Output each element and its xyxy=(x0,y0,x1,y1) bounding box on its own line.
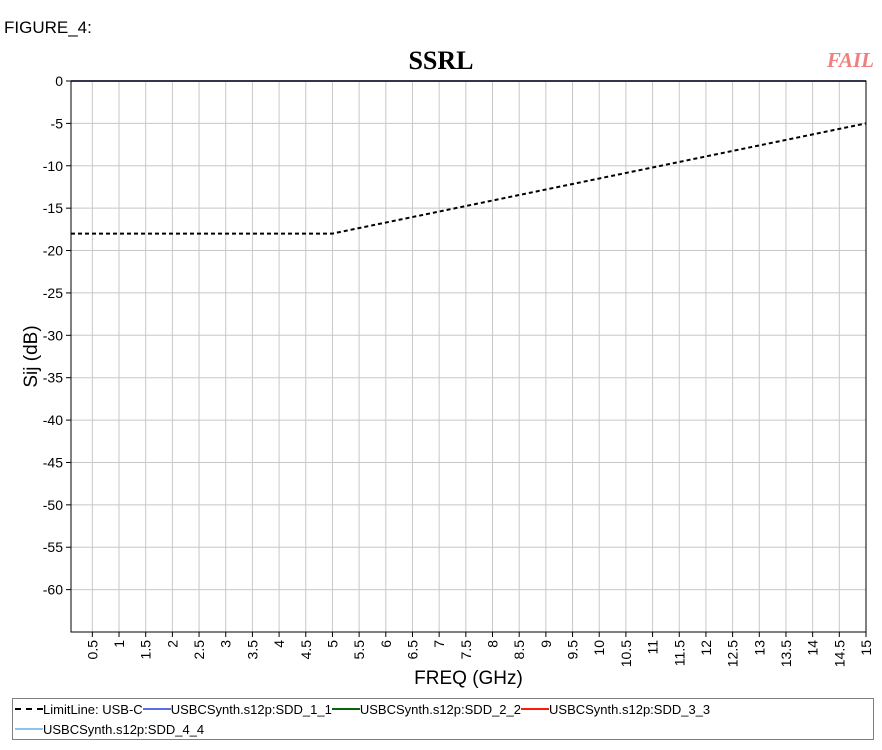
x-tick-label: 8 xyxy=(485,640,501,648)
x-tick-label: 14 xyxy=(805,640,821,656)
x-tick-label: 0.5 xyxy=(84,640,100,660)
legend-label: USBCSynth.s12p:SDD_1_1 xyxy=(170,701,332,717)
x-tick-label: 10.5 xyxy=(618,640,634,667)
x-tick-label: 13.5 xyxy=(778,640,794,667)
legend-item: USBCSynth.s12p:SDD_4_4 xyxy=(15,722,204,737)
x-tick-label: 2 xyxy=(164,640,180,648)
y-tick-label: -45 xyxy=(43,454,63,470)
y-tick-label: -5 xyxy=(51,115,64,131)
x-tick-label: 10 xyxy=(591,640,607,656)
legend-row: LimitLine: USB-C USBCSynth.s12p:SDD_1_1 US… xyxy=(15,699,710,719)
y-tick-label: -35 xyxy=(43,370,63,386)
plot-frame xyxy=(70,80,867,633)
legend-item: USBCSynth.s12p:SDD_1_1 xyxy=(142,701,332,717)
x-tick-label: 8.5 xyxy=(511,640,527,660)
x-tick-label: 11.5 xyxy=(671,640,687,666)
legend-row: USBCSynth.s12p:SDD_4_4 xyxy=(15,719,204,739)
x-tick-label: 5 xyxy=(324,640,340,648)
x-tick-label: 1 xyxy=(111,640,127,648)
legend-item: LimitLine: USB-C xyxy=(15,702,143,717)
y-tick-label: -40 xyxy=(43,412,63,428)
legend-label: USBCSynth.s12p:SDD_3_3 xyxy=(549,701,711,717)
x-tick-label: 4 xyxy=(271,640,287,648)
x-tick-label: 3.5 xyxy=(244,640,260,660)
chart-plot: 0.5 1 1.5 2 2.5 3 3.5 4 4.5 5 5.5 6 6.5 7 7.5 8 8.5 9 9.5 1… xyxy=(21,73,874,689)
series-layer xyxy=(71,80,867,235)
legend-label: USBCSynth.s12p:SDD_2_2 xyxy=(359,701,522,717)
legend-label: USBCSynth.s12p:SDD_4_4 xyxy=(43,721,205,737)
grid-layer xyxy=(71,80,867,632)
x-tick-label: 7.5 xyxy=(458,640,474,660)
y-tick-label: -50 xyxy=(43,497,63,513)
x-tick-label: 13 xyxy=(751,640,767,656)
figure-label: FIGURE_4: xyxy=(4,18,92,37)
legend-swatch xyxy=(331,708,360,710)
legend-item: USBCSynth.s12p:SDD_2_2 xyxy=(331,701,522,717)
y-tick-label: -30 xyxy=(43,327,63,343)
x-tick-label: 15 xyxy=(858,640,874,656)
x-tick-label: 2.5 xyxy=(191,640,207,660)
legend-swatch xyxy=(142,708,171,710)
legend: LimitLine: USB-C USBCSynth.s12p:SDD_1_1 US… xyxy=(12,698,874,740)
status-text: FAIL xyxy=(826,48,874,72)
x-tick-label: 4.5 xyxy=(298,640,314,660)
x-tick-label: 6.5 xyxy=(404,640,420,660)
legend-swatch xyxy=(521,708,550,710)
x-tick-label: 6 xyxy=(378,640,394,648)
x-tick-label: 11 xyxy=(645,640,661,655)
x-tick-label: 3 xyxy=(218,640,234,648)
x-tick-label: 1.5 xyxy=(138,640,154,660)
x-tick-label: 9 xyxy=(538,640,554,648)
axis-layer: 0.5 1 1.5 2 2.5 3 3.5 4 4.5 5 5.5 6 6.5 7 7.5 8 8.5 9 9.5 1… xyxy=(43,73,874,667)
y-tick-label: -60 xyxy=(43,582,63,598)
y-tick-label: 0 xyxy=(55,73,63,89)
x-tick-label: 9.5 xyxy=(565,640,581,660)
y-tick-label: -25 xyxy=(43,285,63,301)
legend-label: LimitLine: USB-C xyxy=(43,701,143,717)
y-axis-label: Sij (dB) xyxy=(21,325,42,387)
x-axis-label: FREQ (GHz) xyxy=(414,668,523,689)
legend-swatch xyxy=(15,708,43,710)
y-tick-label: -15 xyxy=(43,200,63,216)
x-tick-label: 14.5 xyxy=(831,640,847,667)
x-tick-label: 12.5 xyxy=(725,640,741,667)
x-tick-label: 5.5 xyxy=(351,640,367,660)
x-tick-label: 12 xyxy=(698,640,714,656)
legend-swatch xyxy=(15,728,43,730)
legend-item: USBCSynth.s12p:SDD_3_3 xyxy=(521,702,710,717)
y-tick-label: -20 xyxy=(43,243,63,259)
y-tick-label: -10 xyxy=(43,158,63,174)
series-line-limit xyxy=(71,122,867,235)
chart-title: SSRL xyxy=(408,46,474,75)
y-tick-label: -55 xyxy=(43,539,63,555)
x-tick-label: 7 xyxy=(431,640,447,648)
